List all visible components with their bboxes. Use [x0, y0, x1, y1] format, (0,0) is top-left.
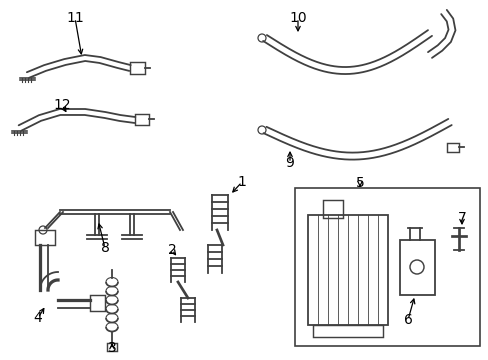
Text: 6: 6 [403, 313, 411, 327]
Text: 9: 9 [285, 156, 294, 170]
Bar [90, 295, 105, 311]
Bar [399, 240, 434, 295]
Text: 7: 7 [457, 211, 466, 225]
Text: 4: 4 [34, 311, 42, 325]
Bar [307, 215, 387, 325]
Text: 11: 11 [66, 11, 84, 25]
Bar [135, 114, 149, 125]
Text: 12: 12 [53, 98, 71, 112]
Bar [107, 343, 117, 351]
Text: 5: 5 [355, 176, 364, 190]
Bar [323, 200, 342, 218]
Bar [130, 62, 145, 74]
Text: 8: 8 [101, 241, 109, 255]
Text: 2: 2 [167, 243, 176, 257]
Bar [312, 325, 382, 337]
Text: 10: 10 [288, 11, 306, 25]
Text: 1: 1 [237, 175, 246, 189]
Text: 3: 3 [107, 341, 116, 355]
Bar [294, 188, 479, 346]
Bar [446, 143, 458, 152]
Bar [35, 230, 55, 245]
